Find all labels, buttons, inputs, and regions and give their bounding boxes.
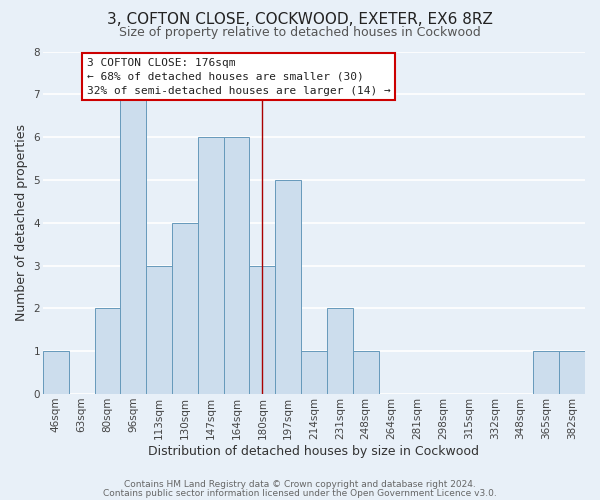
Bar <box>301 351 327 394</box>
Bar <box>559 351 585 394</box>
Text: 3 COFTON CLOSE: 176sqm
← 68% of detached houses are smaller (30)
32% of semi-det: 3 COFTON CLOSE: 176sqm ← 68% of detached… <box>87 58 391 96</box>
Text: 3, COFTON CLOSE, COCKWOOD, EXETER, EX6 8RZ: 3, COFTON CLOSE, COCKWOOD, EXETER, EX6 8… <box>107 12 493 28</box>
Bar <box>224 137 250 394</box>
Bar <box>43 351 69 394</box>
Text: Size of property relative to detached houses in Cockwood: Size of property relative to detached ho… <box>119 26 481 39</box>
Bar <box>172 223 198 394</box>
Bar <box>146 266 172 394</box>
Y-axis label: Number of detached properties: Number of detached properties <box>15 124 28 322</box>
X-axis label: Distribution of detached houses by size in Cockwood: Distribution of detached houses by size … <box>148 444 479 458</box>
Bar <box>275 180 301 394</box>
Bar <box>250 266 275 394</box>
Text: Contains public sector information licensed under the Open Government Licence v3: Contains public sector information licen… <box>103 488 497 498</box>
Bar <box>198 137 224 394</box>
Bar <box>353 351 379 394</box>
Bar <box>121 94 146 394</box>
Bar <box>327 308 353 394</box>
Bar <box>95 308 121 394</box>
Text: Contains HM Land Registry data © Crown copyright and database right 2024.: Contains HM Land Registry data © Crown c… <box>124 480 476 489</box>
Bar <box>533 351 559 394</box>
